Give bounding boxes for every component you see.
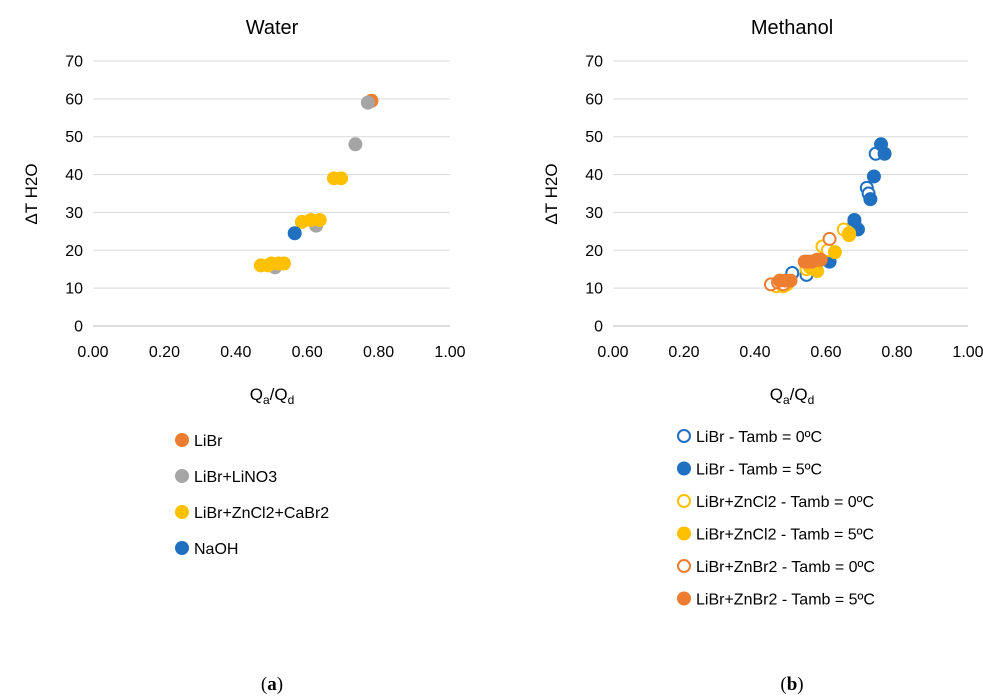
legend-marker bbox=[677, 494, 691, 508]
data-point bbox=[827, 245, 842, 260]
data-point bbox=[287, 226, 302, 241]
legend-entry: LiBr - Tamb = 5ºC bbox=[677, 461, 822, 479]
data-point bbox=[783, 273, 798, 288]
data-point bbox=[822, 231, 837, 246]
legend-entry: NaOH bbox=[175, 541, 238, 558]
y-tick-label: 20 bbox=[585, 243, 603, 260]
legend-entry: LiBr+ZnCl2 - Tamb = 0ºC bbox=[677, 494, 874, 511]
gridlines bbox=[93, 60, 450, 327]
legend-marker bbox=[175, 505, 189, 519]
legend-marker bbox=[175, 469, 189, 483]
data-points bbox=[253, 93, 379, 275]
legend-entry: LiBr+ZnCl2+CaBr2 bbox=[175, 505, 329, 522]
legend-entry: LiBr+ZnBr2 - Tamb = 0ºC bbox=[677, 559, 875, 576]
legend: LiBr LiBr+LiNO3 LiBr+ZnCl2+CaBr2 NaOH bbox=[175, 433, 329, 558]
legend-label: NaOH bbox=[194, 541, 238, 558]
legend-marker bbox=[175, 541, 189, 555]
legend-entry: LiBr - Tamb = 0ºC bbox=[677, 429, 822, 446]
legend-label: LiBr+ZnCl2+CaBr2 bbox=[194, 505, 329, 522]
panel-label-b: (b) bbox=[780, 674, 803, 695]
chart-title: Water bbox=[246, 17, 299, 39]
legend-marker bbox=[677, 429, 691, 443]
y-tick-label: 50 bbox=[585, 129, 603, 146]
x-tick-label: 0.80 bbox=[363, 344, 394, 361]
legend-label: LiBr+ZnCl2 - Tamb = 5ºC bbox=[696, 527, 874, 544]
data-point bbox=[813, 252, 828, 267]
y-tick-label: 70 bbox=[65, 54, 83, 71]
legend-label: LiBr bbox=[194, 433, 223, 450]
data-point bbox=[334, 171, 349, 186]
y-tick-label: 40 bbox=[585, 167, 603, 184]
data-point bbox=[877, 146, 892, 161]
legend-marker bbox=[677, 526, 691, 541]
x-tick-label: 0.20 bbox=[668, 344, 699, 361]
x-tick-label: 0.40 bbox=[220, 344, 251, 361]
x-tick-label: 0.00 bbox=[77, 344, 108, 361]
data-point bbox=[312, 213, 327, 227]
legend-label: LiBr+ZnBr2 - Tamb = 5ºC bbox=[696, 592, 875, 609]
x-tick-label: 0.20 bbox=[149, 344, 180, 361]
legend-label: LiBr+ZnBr2 - Tamb = 0ºC bbox=[696, 559, 875, 576]
y-tick-label: 60 bbox=[585, 91, 603, 108]
legend-marker bbox=[677, 461, 691, 476]
legend-marker bbox=[677, 559, 691, 573]
y-tick-label: 70 bbox=[585, 54, 603, 71]
y-tick-label: 20 bbox=[65, 243, 83, 260]
x-tick-label: 0.80 bbox=[881, 344, 912, 361]
y-tick-label: 0 bbox=[594, 319, 603, 336]
x-tick-label: 0.60 bbox=[292, 344, 323, 361]
y-tick-label: 0 bbox=[74, 319, 83, 336]
x-tick-labels: 0.00 0.20 0.40 0.60 0.80 1.00 bbox=[77, 344, 465, 361]
legend-label: LiBr+ZnCl2 - Tamb = 0ºC bbox=[696, 494, 874, 511]
chart-title: Methanol bbox=[751, 17, 833, 39]
x-axis-label: Qa/Qd bbox=[770, 385, 815, 407]
y-tick-label: 30 bbox=[585, 205, 603, 222]
data-point bbox=[360, 95, 375, 110]
legend-entry: LiBr+ZnBr2 - Tamb = 5ºC bbox=[677, 591, 875, 609]
x-tick-label: 1.00 bbox=[952, 344, 983, 361]
y-axis-label: ΔT H2O bbox=[22, 163, 41, 224]
x-axis-label: Qa/Qd bbox=[250, 385, 295, 407]
chart-methanol: Methanol 0 10 20 30 40 50 60 70 0.00 0.20 0.40 0.6… bbox=[542, 17, 983, 695]
data-point bbox=[276, 256, 291, 271]
legend: LiBr - Tamb = 0ºC LiBr - Tamb = 5ºC LiBr+Z… bbox=[677, 429, 875, 609]
y-tick-label: 40 bbox=[65, 167, 83, 184]
x-tick-label: 0.60 bbox=[810, 344, 841, 361]
y-tick-labels: 0 10 20 30 40 50 60 70 bbox=[585, 54, 603, 336]
y-tick-label: 10 bbox=[585, 281, 603, 298]
legend-label: LiBr - Tamb = 0ºC bbox=[696, 429, 822, 446]
y-tick-label: 60 bbox=[65, 91, 83, 108]
x-tick-label: 0.00 bbox=[597, 344, 628, 361]
data-point bbox=[842, 228, 857, 243]
y-tick-label: 10 bbox=[65, 281, 83, 298]
y-axis-label: ΔT H2O bbox=[542, 163, 561, 224]
y-tick-labels: 0 10 20 30 40 50 60 70 bbox=[65, 54, 83, 336]
legend-entry: LiBr+ZnCl2 - Tamb = 5ºC bbox=[677, 526, 874, 544]
legend-label: LiBr - Tamb = 5ºC bbox=[696, 462, 822, 479]
panel-label-a: (a) bbox=[261, 674, 283, 695]
x-tick-label: 0.40 bbox=[739, 344, 770, 361]
x-tick-label: 1.00 bbox=[434, 344, 465, 361]
data-point bbox=[866, 169, 881, 184]
legend-marker bbox=[677, 591, 691, 606]
legend-entry: LiBr+LiNO3 bbox=[175, 469, 277, 486]
data-point bbox=[348, 137, 363, 152]
legend-entry: LiBr bbox=[175, 433, 223, 450]
legend-label: LiBr+LiNO3 bbox=[194, 469, 277, 486]
data-points bbox=[763, 137, 892, 294]
y-tick-label: 30 bbox=[65, 205, 83, 222]
data-point bbox=[863, 192, 878, 207]
x-tick-labels: 0.00 0.20 0.40 0.60 0.80 1.00 bbox=[597, 344, 983, 361]
legend-marker bbox=[175, 433, 189, 447]
y-tick-label: 50 bbox=[65, 129, 83, 146]
